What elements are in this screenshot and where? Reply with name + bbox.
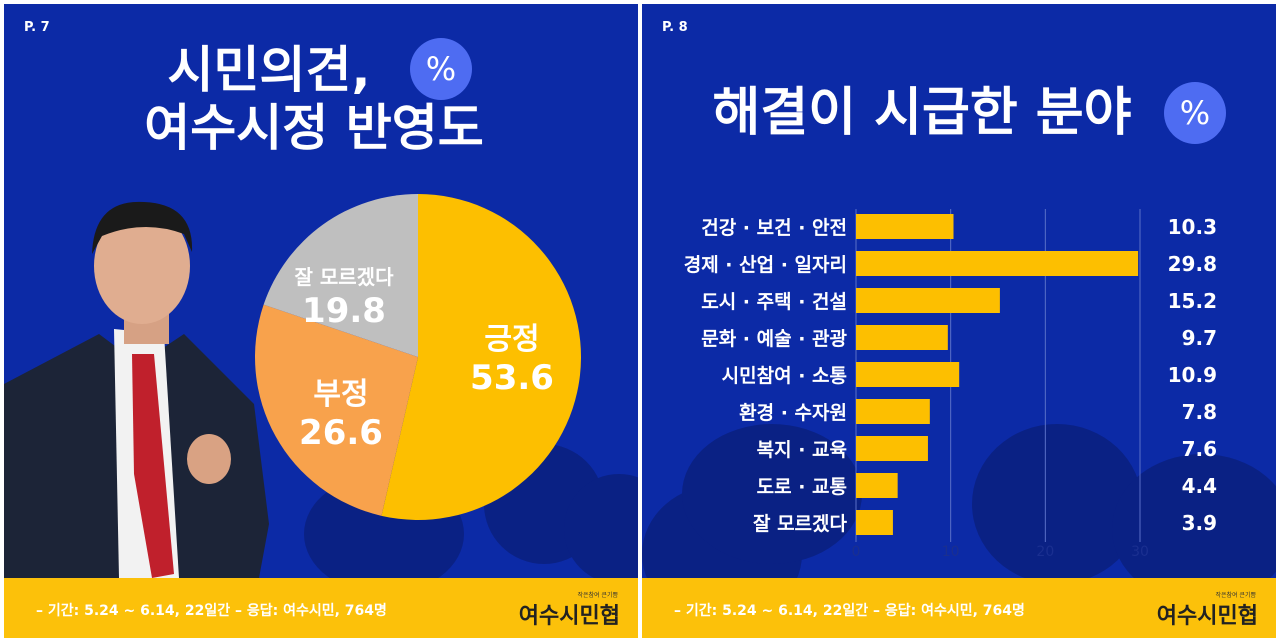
bar xyxy=(856,510,893,535)
slice-label: 잘 모르겠다 xyxy=(295,265,395,289)
page-title: 시민의견, 여수시정 반영도 xyxy=(124,41,504,157)
bar xyxy=(856,288,1000,313)
value-label: 7.8 xyxy=(1182,400,1217,424)
logo: 작은참여 큰기쁨 여수시민협 xyxy=(1128,590,1258,630)
value-label: 3.9 xyxy=(1182,511,1217,535)
left-panel: P. 7 시민의견, 여수시정 반영도 % 긍정 53.6 부정 26.6 잘 모르겠다… xyxy=(4,4,638,638)
percent-badge: % xyxy=(410,38,472,100)
value-label: 10.3 xyxy=(1168,215,1217,239)
value-label: 9.7 xyxy=(1182,326,1217,350)
category-label: 시민참여 · 소통 xyxy=(722,365,847,387)
value-label: 29.8 xyxy=(1168,252,1217,276)
x-tick-label: 30 xyxy=(1131,544,1149,560)
bar xyxy=(856,473,898,498)
title-line-2: 여수시정 반영도 xyxy=(144,98,484,157)
bar-chart: 0 10 20 30 건강 · 보건 · 안전 10.3 경제 · 산업 · 일자리 29.8… xyxy=(684,209,1217,560)
footer: – 기간: 5.24 ~ 6.14, 22일간 – 응답: 여수시민, 764명… xyxy=(642,578,1276,638)
page-number: P. 7 xyxy=(24,20,50,35)
slice-value: 53.6 xyxy=(470,358,554,398)
x-tick-label: 20 xyxy=(1036,544,1054,560)
category-label: 환경 · 수자원 xyxy=(739,402,847,424)
person-photo xyxy=(4,201,269,578)
category-label: 도시 · 주택 · 건설 xyxy=(701,291,847,313)
category-label: 문화 · 예술 · 관광 xyxy=(701,328,847,350)
x-tick-label: 0 xyxy=(852,544,861,560)
logo-text: 여수시민협 xyxy=(1156,604,1258,629)
value-label: 4.4 xyxy=(1182,474,1217,498)
value-label: 15.2 xyxy=(1168,289,1217,313)
category-label: 복지 · 교육 xyxy=(757,439,847,461)
slice-value: 26.6 xyxy=(299,413,383,453)
value-label: 7.6 xyxy=(1182,437,1217,461)
logo: 작은참여 큰기쁨 여수시민협 xyxy=(490,590,620,630)
survey-info: – 기간: 5.24 ~ 6.14, 22일간 – 응답: 여수시민, 764명 xyxy=(674,603,1025,619)
logo-text: 여수시민협 xyxy=(518,604,620,629)
footer: – 기간: 5.24 ~ 6.14, 22일간 – 응답: 여수시민, 764명… xyxy=(4,578,638,638)
pie-slice xyxy=(381,194,582,520)
bar xyxy=(856,325,948,350)
pie-slice xyxy=(255,304,418,516)
x-tick-label: 10 xyxy=(942,544,960,560)
value-label: 10.9 xyxy=(1168,363,1217,387)
logo-slogan: 작은참여 큰기쁨 xyxy=(1215,592,1256,599)
page-number: P. 8 xyxy=(662,20,688,35)
category-label: 도로 · 교통 xyxy=(757,476,847,498)
bar xyxy=(856,214,954,239)
pie-slice xyxy=(263,194,418,357)
category-label: 건강 · 보건 · 안전 xyxy=(701,217,847,239)
logo-slogan: 작은참여 큰기쁨 xyxy=(577,592,618,599)
bar xyxy=(856,399,930,424)
bar xyxy=(856,362,960,387)
page-title: 해결이 시급한 분야 xyxy=(712,83,1132,143)
right-panel: P. 8 해결이 시급한 분야 % 0 10 20 30 건강 · 보건 · 안전 10.… xyxy=(642,4,1276,638)
title-line-1: 시민의견, xyxy=(167,41,371,99)
percent-badge: % xyxy=(1164,82,1226,144)
survey-info: – 기간: 5.24 ~ 6.14, 22일간 – 응답: 여수시민, 764명 xyxy=(36,603,387,619)
category-label: 경제 · 산업 · 일자리 xyxy=(684,254,847,276)
slice-label: 부정 xyxy=(313,377,368,412)
slice-label: 긍정 xyxy=(484,322,539,357)
slice-value: 19.8 xyxy=(302,291,386,331)
bar xyxy=(856,251,1139,276)
category-label: 잘 모르겠다 xyxy=(753,513,848,535)
bar xyxy=(856,436,928,461)
